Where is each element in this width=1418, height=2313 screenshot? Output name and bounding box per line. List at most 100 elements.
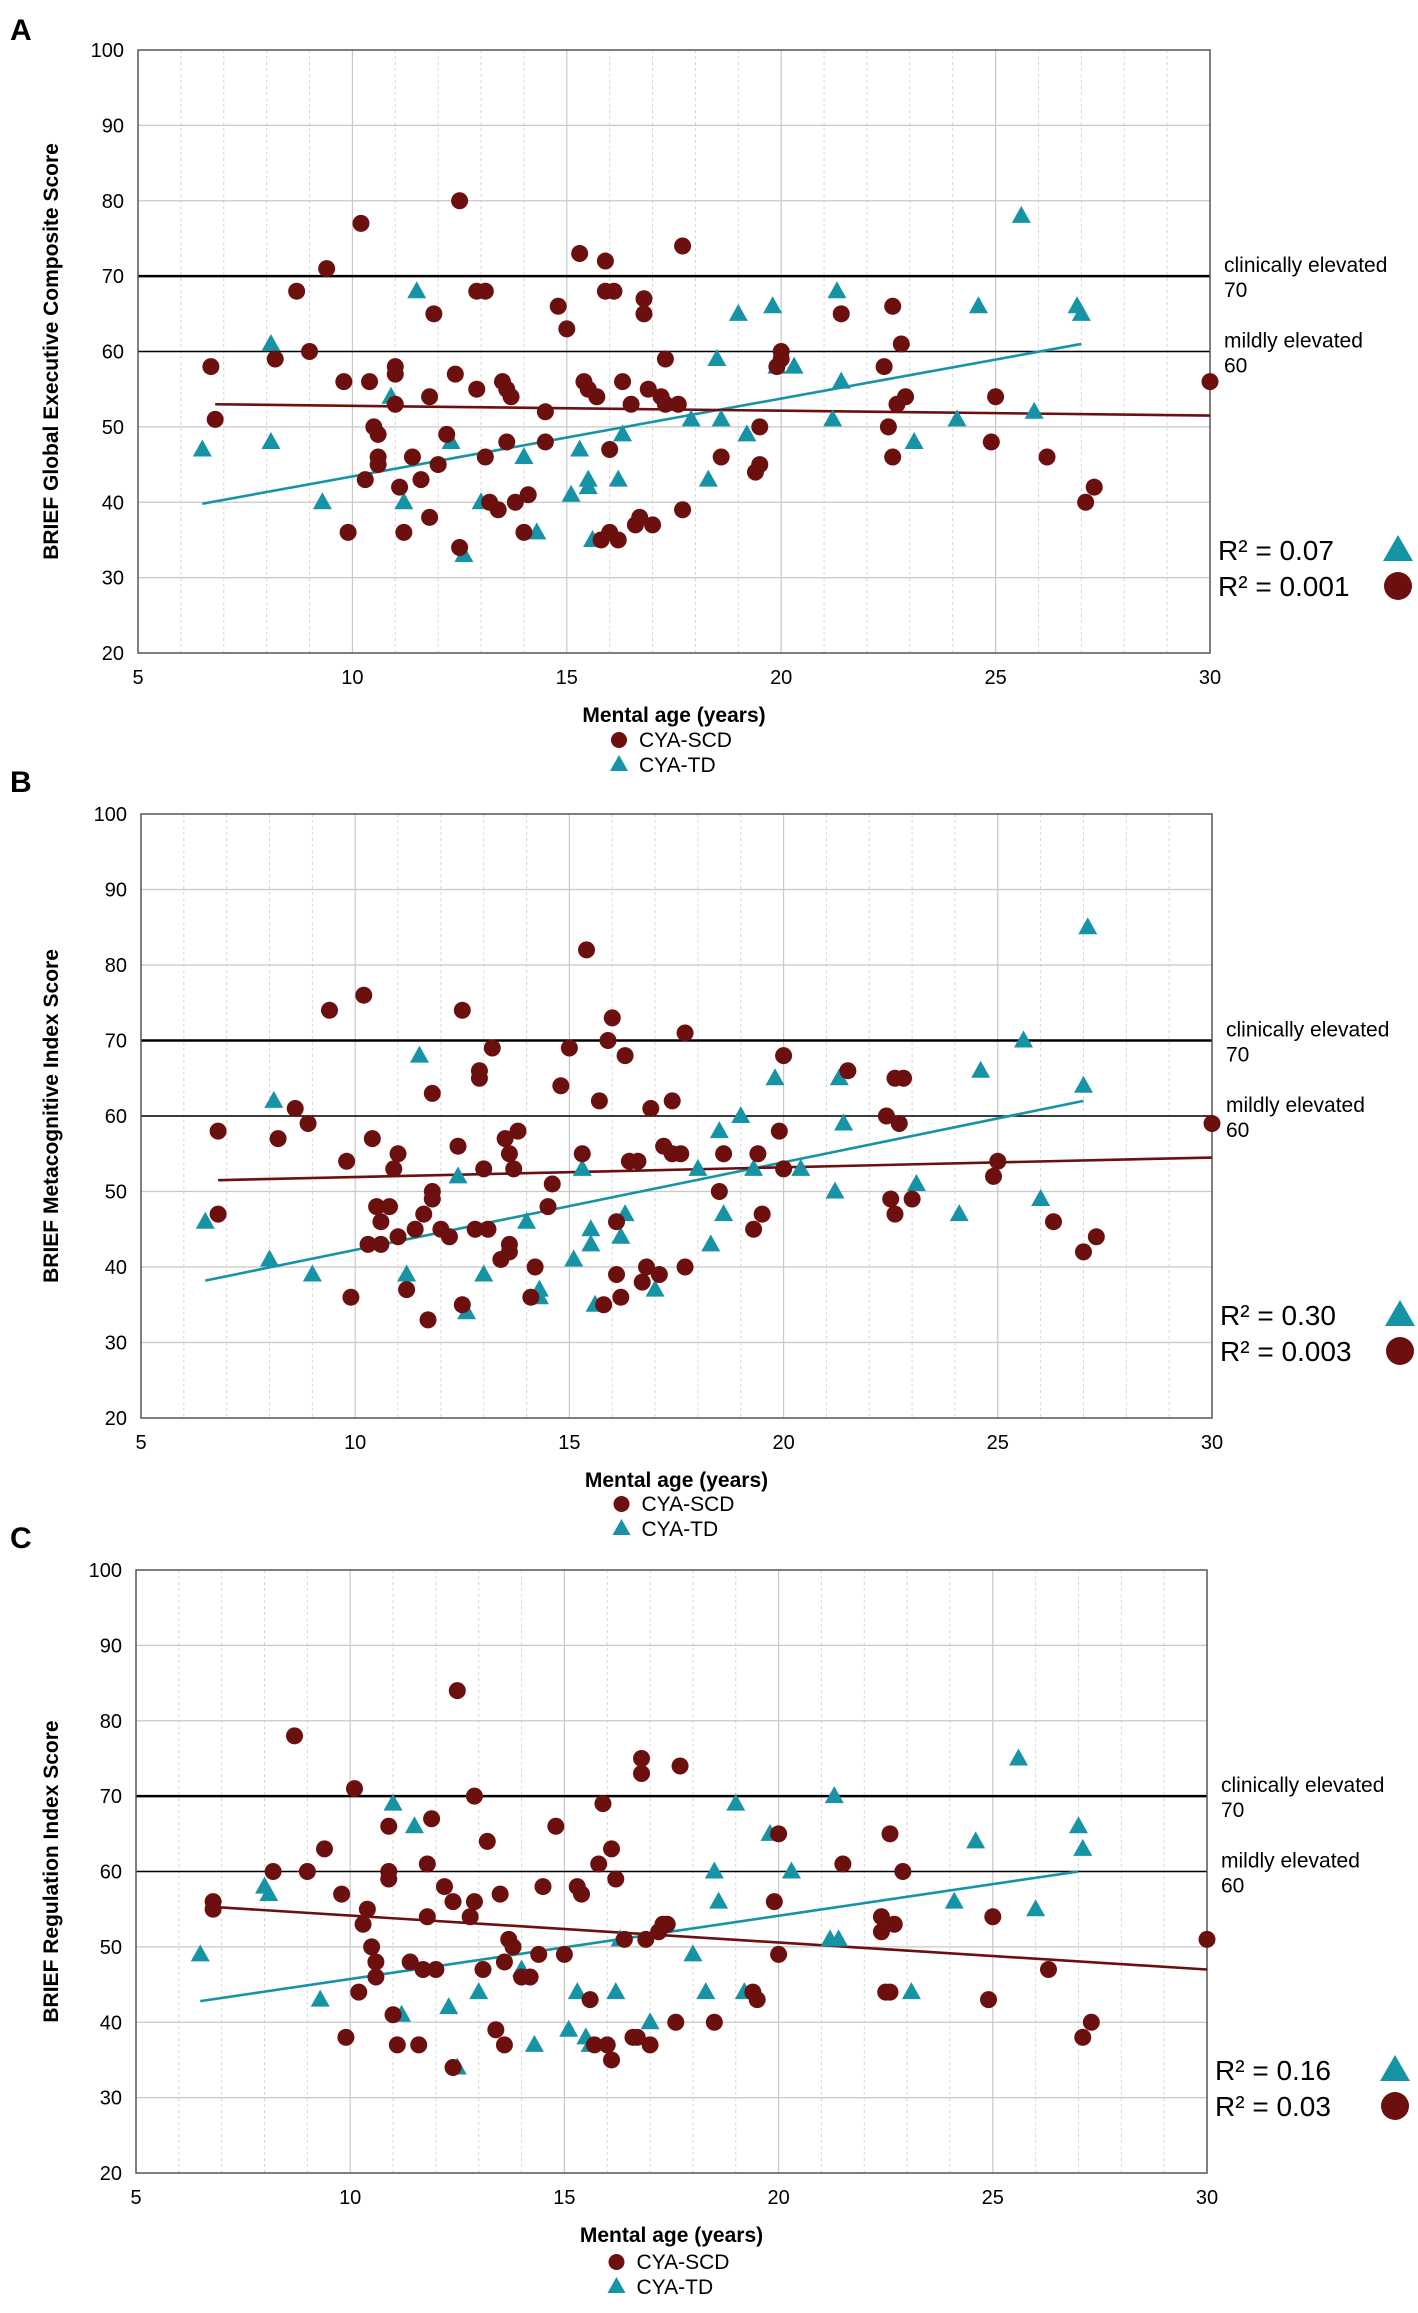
scd-point <box>356 471 374 489</box>
scd-point <box>298 1863 316 1880</box>
threshold-label: clinically elevated <box>1221 1774 1384 1797</box>
td-point <box>645 1279 665 1297</box>
scd-point <box>772 350 790 368</box>
scd-point <box>676 1024 694 1042</box>
td-point <box>1078 917 1098 935</box>
scd-point <box>483 1039 501 1057</box>
scd-point <box>765 1893 783 1911</box>
y-tick-label: 90 <box>100 1635 122 1657</box>
scd-point <box>453 1001 471 1019</box>
scd-point <box>489 501 507 519</box>
scd-point <box>337 2028 355 2046</box>
scd-point <box>615 1930 633 1948</box>
td-point <box>737 424 757 442</box>
legend-scd-label: CYA-SCD <box>637 2251 730 2274</box>
td-point <box>474 1264 494 1282</box>
td-point <box>608 469 628 487</box>
scd-point <box>987 388 1005 406</box>
scd-point <box>448 1682 466 1700</box>
scd-point <box>354 1915 372 1933</box>
scd-point <box>616 1047 634 1065</box>
threshold-value-label: 70 <box>1226 1044 1249 1067</box>
y-tick-label: 70 <box>100 1786 122 1808</box>
x-tick-label: 5 <box>135 1432 146 1454</box>
scd-point <box>650 1266 668 1284</box>
threshold-label: mildly elevated <box>1224 330 1363 353</box>
scd-point <box>209 1205 227 1223</box>
r2-scd-label: R² = 0.003 <box>1220 1336 1352 1367</box>
scd-point <box>380 1198 398 1216</box>
scd-point <box>384 2006 402 2024</box>
scd-point <box>872 1923 890 1941</box>
scd-point <box>388 2036 406 2054</box>
scd-point <box>633 1273 651 1291</box>
scd-point <box>202 358 220 376</box>
y-tick-label: 80 <box>105 955 127 977</box>
threshold-value-label: 60 <box>1226 1119 1249 1142</box>
scd-point <box>423 1190 441 1208</box>
scd-point <box>350 1983 368 2001</box>
scd-point <box>633 1765 651 1783</box>
scd-point <box>406 1220 424 1238</box>
td-point <box>561 484 581 502</box>
scd-point <box>475 1160 493 1178</box>
td-point <box>971 1060 991 1078</box>
scd-point <box>770 1122 788 1140</box>
scd-point <box>419 1311 437 1329</box>
scd-point <box>601 440 619 458</box>
scd-point <box>526 1258 544 1276</box>
scd-point <box>301 343 319 360</box>
scd-point <box>504 1938 522 1956</box>
scd-point <box>398 1281 416 1299</box>
td-point <box>744 1158 764 1176</box>
td-point <box>968 296 988 314</box>
td-point <box>947 409 967 427</box>
scd-point <box>669 395 687 413</box>
scd-point <box>1074 2028 1092 2046</box>
scd-point <box>596 252 614 270</box>
scd-point <box>881 1825 899 1843</box>
td-point <box>448 1166 468 1184</box>
threshold-label: clinically elevated <box>1224 254 1387 277</box>
scd-point <box>599 1032 617 1049</box>
scd-point <box>345 1780 363 1798</box>
scd-point <box>710 1183 728 1200</box>
td-point <box>1014 1030 1034 1048</box>
td-point <box>195 1211 215 1229</box>
scd-point <box>594 1795 612 1813</box>
scd-point <box>590 1855 608 1873</box>
td-point <box>514 447 534 465</box>
scd-point <box>1039 1960 1057 1978</box>
x-tick-label: 30 <box>1201 1432 1223 1454</box>
scd-point <box>320 1001 338 1019</box>
td-point <box>829 1068 849 1086</box>
scd-point <box>839 1062 857 1080</box>
scd-point <box>487 2021 505 2039</box>
td-point <box>578 477 598 495</box>
scd-point <box>590 1092 608 1110</box>
scd-point <box>385 1160 403 1178</box>
y-tick-label: 50 <box>105 1182 127 1204</box>
y-tick-label: 50 <box>100 1937 122 1959</box>
scd-point <box>476 448 494 466</box>
threshold-value-label: 70 <box>1221 1799 1244 1822</box>
scd-point <box>633 1749 651 1767</box>
threshold-label: clinically elevated <box>1226 1019 1389 1042</box>
td-point <box>394 492 414 510</box>
td-point <box>613 424 633 442</box>
td-point <box>688 1158 708 1176</box>
scd-point <box>1044 1213 1062 1231</box>
y-tick-label: 20 <box>102 643 124 665</box>
td-point <box>190 1944 210 1962</box>
td-point <box>701 1234 721 1252</box>
scd-point <box>427 1960 445 1978</box>
td-point <box>407 281 427 299</box>
scd-point <box>380 1870 398 1888</box>
scd-point <box>363 1938 381 1956</box>
panel-label: B <box>10 766 32 799</box>
scd-point <box>495 2036 513 2054</box>
td-point <box>763 296 783 314</box>
